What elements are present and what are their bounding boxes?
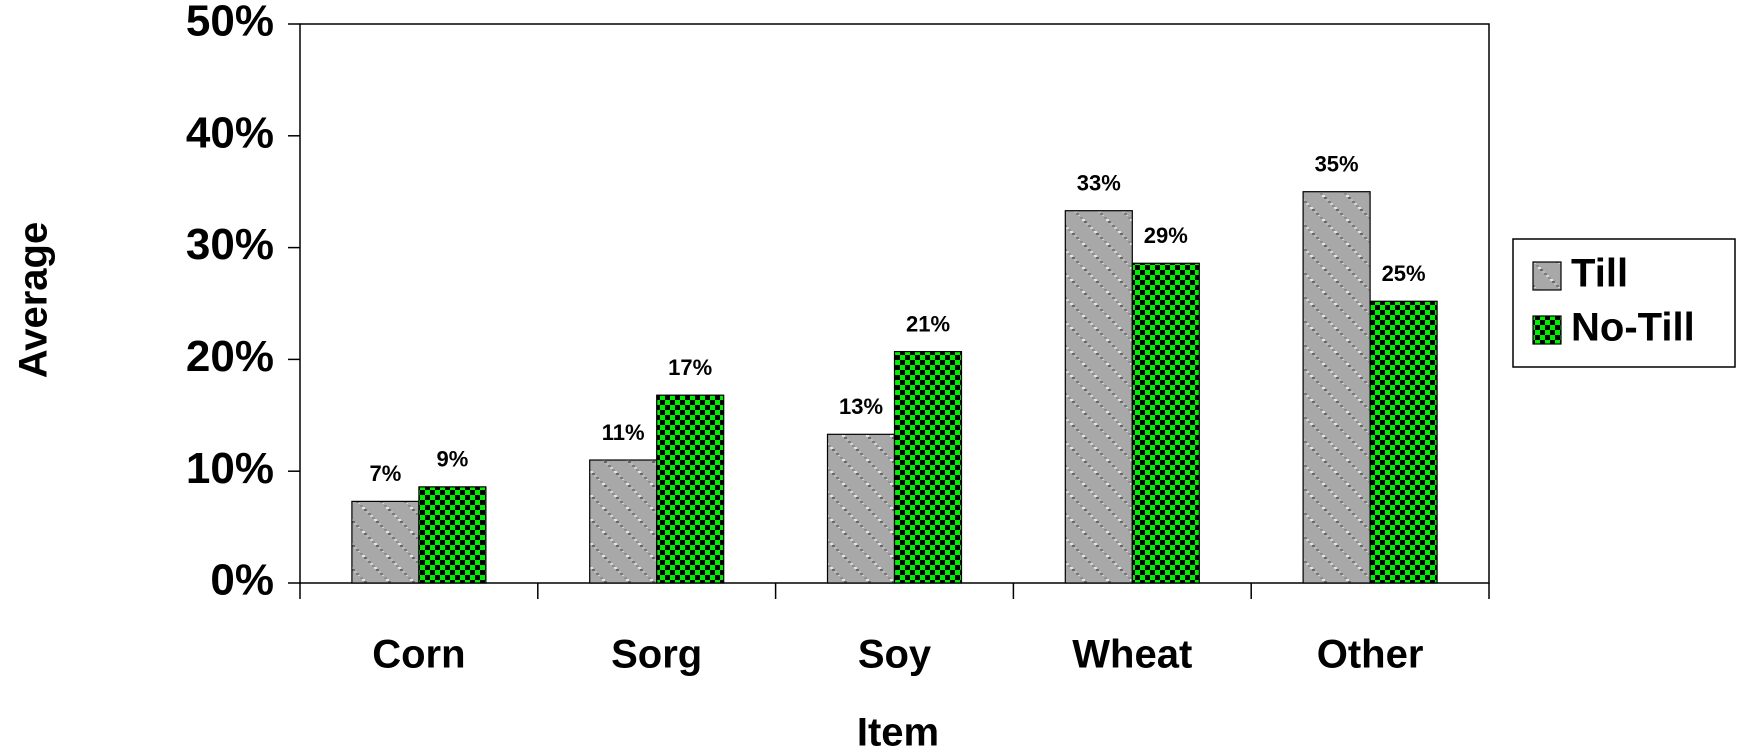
y-tick-label: 0%	[210, 556, 274, 605]
legend-box	[1512, 238, 1736, 368]
value-label: 21%	[906, 311, 950, 336]
value-label: 33%	[1077, 171, 1121, 196]
value-label: 17%	[668, 355, 712, 380]
bar	[1131, 262, 1200, 584]
legend-label: No-Till	[1571, 306, 1695, 350]
bar	[1302, 191, 1371, 584]
y-tick-label: 30%	[186, 220, 274, 269]
x-axis-label: Item	[857, 711, 939, 755]
value-label: 11%	[602, 420, 645, 445]
bar	[656, 394, 725, 584]
legend-label: Till	[1571, 252, 1628, 296]
bar	[1064, 210, 1133, 584]
legend-swatch	[1532, 261, 1562, 291]
y-tick-label: 10%	[186, 444, 274, 493]
x-tick-label: Sorg	[611, 633, 702, 677]
bar	[418, 486, 487, 584]
x-tick-label: Soy	[858, 633, 932, 677]
y-axis-label: Average	[12, 222, 56, 378]
bar	[351, 500, 420, 584]
value-label: 29%	[1144, 223, 1188, 248]
value-label: 35%	[1315, 152, 1359, 177]
value-label: 7%	[370, 461, 402, 486]
bar	[1369, 300, 1438, 584]
y-tick-label: 40%	[186, 108, 274, 157]
x-tick-label: Other	[1317, 633, 1424, 677]
bar	[826, 433, 896, 584]
y-tick-label: 20%	[186, 332, 274, 381]
x-tick-label: Wheat	[1072, 633, 1192, 677]
bar	[589, 459, 658, 584]
value-label: 13%	[839, 394, 883, 419]
value-label: 25%	[1382, 261, 1426, 286]
value-label: 9%	[437, 447, 469, 472]
y-tick-label: 50%	[186, 0, 274, 46]
x-tick-label: Corn	[372, 633, 465, 677]
bar	[893, 350, 963, 584]
legend-swatch	[1532, 315, 1562, 345]
